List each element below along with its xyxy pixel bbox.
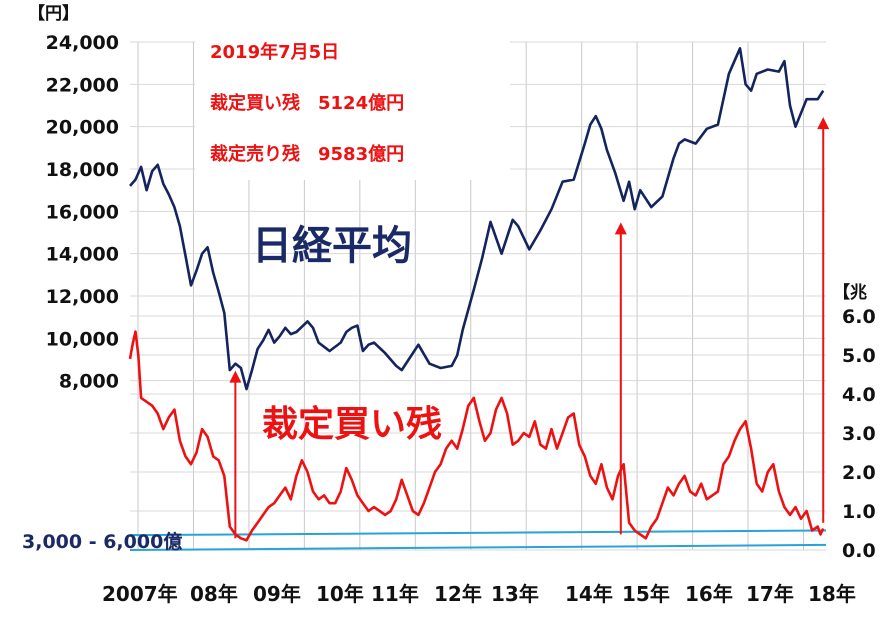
band-range-label: 3,000 - 6,000億 <box>22 530 182 553</box>
x-tick-label: 17年 <box>746 582 794 606</box>
right-tick-label: 2.0 <box>842 462 876 484</box>
arrow-head <box>229 370 242 383</box>
info-box <box>195 28 510 180</box>
left-tick-label: 14,000 <box>46 244 119 266</box>
x-tick-label: 16年 <box>685 582 733 606</box>
left-tick-label: 22,000 <box>46 74 119 96</box>
right-tick-label: 4.0 <box>842 384 876 406</box>
right-axis-ticks: 6.0 5.0 4.0 3.0 2.0 1.0 0.0 <box>842 306 876 562</box>
info-buy-balance: 裁定買い残 5124億円 <box>210 92 404 114</box>
left-tick-label: 16,000 <box>46 201 119 223</box>
x-tick-label: 14年 <box>565 582 613 606</box>
x-tick-label: 15年 <box>622 582 670 606</box>
right-tick-label: 5.0 <box>842 345 876 367</box>
x-tick-label: 12年 <box>434 582 482 606</box>
left-tick-label: 18,000 <box>46 159 119 181</box>
nikkei-line <box>129 46 825 391</box>
x-tick-label: 18年 <box>808 582 856 606</box>
left-tick-label: 20,000 <box>46 117 119 139</box>
arbitrage-buy-label: 裁定買い残 <box>262 404 442 445</box>
nikkei-label: 日経平均 <box>252 223 412 269</box>
arrow-head <box>817 117 830 130</box>
band-lines <box>129 529 827 551</box>
x-tick-label: 08年 <box>190 582 238 606</box>
arrows-group <box>229 117 830 539</box>
x-tick-label: 11年 <box>371 582 419 606</box>
x-tick-label: 2007年 <box>102 582 178 606</box>
right-tick-label: 6.0 <box>842 306 876 328</box>
arrow-head <box>614 222 627 235</box>
series-group <box>128 46 825 542</box>
x-axis-ticks: 2007年 08年 09年 10年 11年 12年 13年 14年 15年 16年 17年 18年 <box>102 582 856 606</box>
left-tick-label: 10,000 <box>46 328 119 350</box>
left-axis-ticks: 24,000 22,000 20,000 18,000 16,000 14,000 12,0… <box>46 32 119 393</box>
left-axis-unit: 【円】 <box>28 3 79 24</box>
left-tick-label: 24,000 <box>46 32 119 54</box>
x-tick-label: 09年 <box>253 582 301 606</box>
left-tick-label: 8,000 <box>59 371 119 393</box>
info-sell-balance: 裁定売り残 9583億円 <box>210 143 404 165</box>
left-tick-label: 12,000 <box>46 286 119 308</box>
arbitrage-buy-line <box>128 330 825 542</box>
right-tick-label: 3.0 <box>842 423 876 445</box>
x-tick-label: 10年 <box>316 582 364 606</box>
right-tick-label: 1.0 <box>842 501 876 523</box>
x-tick-label: 13年 <box>491 582 539 606</box>
info-date: 2019年7月5日 <box>210 41 339 63</box>
right-tick-label: 0.0 <box>842 540 876 562</box>
band-line <box>129 543 827 551</box>
right-axis-unit: 【兆 <box>833 282 867 303</box>
band-line <box>129 529 827 537</box>
